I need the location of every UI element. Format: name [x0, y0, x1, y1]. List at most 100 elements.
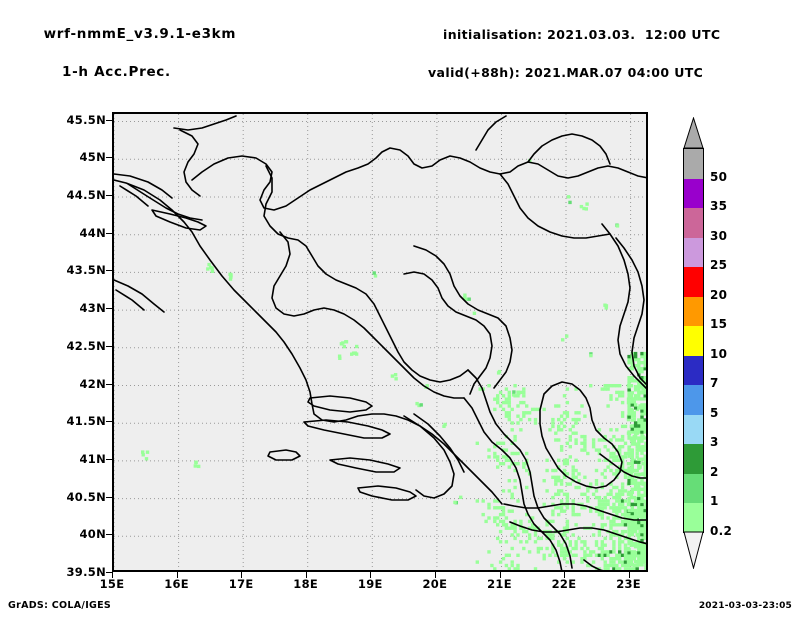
y-tick-label: 43.5N: [66, 263, 106, 278]
precip-cell: [525, 451, 529, 456]
precip-cell: [643, 484, 646, 488]
precip-cell: [640, 502, 644, 507]
precip-cell: [606, 499, 610, 503]
precip-cell: [647, 472, 648, 475]
precip-cell: [640, 523, 644, 528]
precip-cell: [600, 526, 604, 530]
precip-cell: [542, 407, 546, 412]
precip-cell: [606, 404, 610, 408]
precip-cell: [647, 523, 648, 526]
precip-cell: [626, 512, 631, 517]
colorbar-band[interactable]: [683, 443, 704, 474]
precip-cell: [453, 500, 457, 505]
precip-cell: [621, 571, 624, 572]
precip-cell: [643, 354, 646, 359]
precip-cell: [630, 490, 634, 495]
colorbar-band[interactable]: [683, 266, 704, 297]
precip-cell: [557, 506, 561, 510]
colorbar-band[interactable]: [683, 295, 704, 327]
precip-cell: [632, 411, 636, 415]
precip-cell: [519, 523, 523, 527]
precip-cell: [551, 421, 555, 425]
precip-cell: [504, 387, 509, 391]
precip-cell: [612, 509, 616, 513]
precip-cell: [643, 457, 646, 461]
precip-cell: [551, 417, 555, 422]
precip-cell: [554, 431, 558, 435]
precip-cell: [637, 551, 641, 555]
precip-cell: [637, 445, 641, 449]
precip-cell: [633, 499, 638, 504]
precip-cell: [496, 499, 500, 503]
precip-cell: [609, 523, 613, 527]
precip-cell: [487, 448, 491, 452]
y-tick-mark: [106, 195, 112, 196]
precip-cell: [633, 397, 638, 401]
colorbar-band[interactable]: [683, 472, 704, 504]
colorbar-band[interactable]: [683, 148, 704, 179]
precip-cell: [627, 391, 631, 395]
precip-cell: [618, 492, 622, 496]
precip-cell: [615, 553, 619, 557]
precip-cell: [554, 506, 558, 510]
precip-cell: [640, 548, 644, 552]
x-tick-mark: [434, 572, 436, 578]
precip-cell: [559, 448, 564, 452]
precip-cell: [609, 489, 613, 493]
precip-cell: [637, 385, 641, 389]
precip-cell: [562, 492, 567, 496]
precip-cell: [633, 403, 638, 407]
precip-cell: [342, 344, 346, 349]
precip-cell: [498, 540, 503, 544]
precip-cell: [630, 454, 634, 458]
precip-cell: [597, 495, 602, 500]
precip-cell: [615, 567, 619, 570]
precip-cell: [600, 499, 604, 503]
colorbar-band[interactable]: [683, 502, 704, 533]
colorbar-band[interactable]: [683, 236, 704, 268]
precip-cell: [600, 387, 604, 391]
precip-cell: [583, 540, 587, 544]
colorbar-band[interactable]: [683, 354, 704, 386]
precip-cell: [640, 532, 644, 537]
precip-cell: [627, 406, 631, 410]
precip-cell: [626, 462, 631, 466]
precip-cell: [637, 514, 641, 519]
y-tick-label: 39.5N: [66, 565, 106, 579]
precip-cell: [615, 495, 619, 500]
precip-cell: [519, 519, 523, 524]
precip-cell: [580, 506, 584, 510]
colorbar-band[interactable]: [683, 325, 704, 356]
precip-cell: [615, 563, 619, 568]
precip-cell: [597, 428, 602, 432]
precip-cell: [630, 403, 634, 407]
precip-cell: [618, 499, 622, 503]
colorbar[interactable]: 0.2 1 2 3 5 7 10 15 20 25 30 35 50: [683, 148, 732, 538]
precip-cell: [583, 492, 587, 496]
precip-cell: [536, 550, 541, 554]
precip-cell: [643, 520, 646, 525]
colorbar-band[interactable]: [683, 413, 704, 445]
precip-cell: [562, 424, 567, 429]
precip-cell: [612, 502, 616, 507]
precip-cell: [620, 438, 625, 442]
colorbar-band[interactable]: [683, 177, 704, 209]
precip-cell: [557, 540, 561, 544]
precip-cell: [643, 554, 646, 558]
precip-cell: [562, 509, 567, 513]
precip-cell: [557, 417, 561, 422]
precip-cell: [565, 387, 570, 391]
precip-cell: [647, 385, 648, 388]
y-tick-mark: [106, 458, 112, 460]
map-plot-area[interactable]: [112, 112, 648, 572]
precip-cell: [637, 496, 641, 501]
x-tick-label: 18E: [293, 577, 319, 591]
colorbar-band[interactable]: [683, 207, 704, 238]
precip-cell: [487, 502, 491, 507]
precip-cell: [606, 492, 610, 496]
precip-cell: [600, 472, 604, 476]
precip-cell: [618, 553, 622, 557]
precip-cell: [630, 532, 634, 537]
colorbar-band[interactable]: [683, 384, 704, 415]
precip-cell: [600, 557, 604, 561]
